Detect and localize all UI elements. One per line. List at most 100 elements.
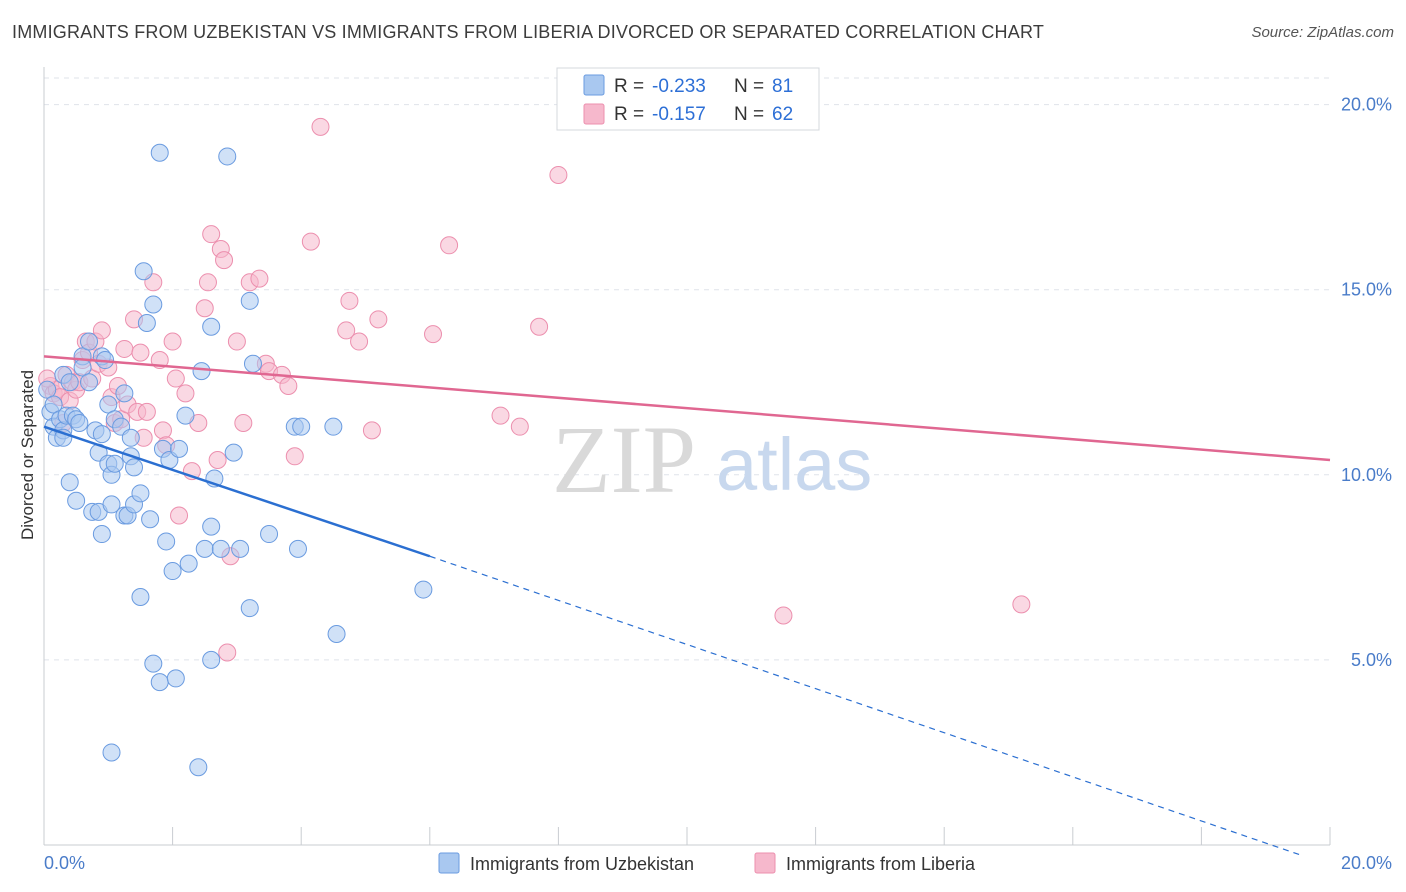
uzbekistan-point-27 xyxy=(99,395,118,414)
uzbekistan-point-58 xyxy=(189,758,208,777)
series-legend-swatch-uzbekistan xyxy=(438,852,460,874)
liberia-point-28 xyxy=(137,402,156,421)
series-legend-label-liberia: Immigrants from Liberia xyxy=(786,854,976,874)
uzbekistan-point-14 xyxy=(70,413,89,432)
liberia-point-33 xyxy=(163,332,182,351)
x-tick-labels: 0.0% 20.0% xyxy=(44,853,1392,873)
uzbekistan-point-10 xyxy=(60,473,79,492)
uzbekistan-point-9 xyxy=(60,373,79,392)
uzbekistan-point-51 xyxy=(157,532,176,551)
trend-lines xyxy=(43,355,1331,856)
uzbekistan-point-56 xyxy=(176,406,195,425)
uzbekistan-point-23 xyxy=(92,525,111,544)
legend-swatch-liberia xyxy=(583,103,605,125)
stats-legend: R = -0.233 N = 81 R = -0.157 N = 62 xyxy=(556,67,820,131)
uzbekistan-point-55 xyxy=(170,439,189,458)
chart-title: IMMIGRANTS FROM UZBEKISTAN VS IMMIGRANTS… xyxy=(12,22,1045,42)
liberia-point-36 xyxy=(176,384,195,403)
uzbekistan-point-32 xyxy=(105,454,124,473)
uzbekistan-point-54 xyxy=(166,669,185,688)
liberia-point-54 xyxy=(285,447,304,466)
y-tick-label-3: 20.0% xyxy=(1341,95,1392,115)
legend-r-label-uzbekistan: R = xyxy=(614,76,644,97)
liberia-point-49 xyxy=(250,269,269,288)
liberia-point-31 xyxy=(153,421,172,440)
series-uzbekistan-points xyxy=(38,143,433,777)
liberia-point-55 xyxy=(301,232,320,251)
uzbekistan-point-41 xyxy=(131,484,150,503)
liberia-point-67 xyxy=(549,165,568,184)
liberia-point-46 xyxy=(227,332,246,351)
uzbekistan-point-2 xyxy=(44,395,63,414)
uzbekistan-point-47 xyxy=(144,654,163,673)
uzbekistan-point-73 xyxy=(288,539,307,558)
liberia-point-26 xyxy=(131,343,150,362)
liberia-point-53 xyxy=(279,376,298,395)
liberia-point-59 xyxy=(350,332,369,351)
liberia-point-64 xyxy=(491,406,510,425)
liberia-point-35 xyxy=(170,506,189,525)
liberia-point-57 xyxy=(337,321,356,340)
uzbekistan-point-61 xyxy=(202,317,221,336)
uzbekistan-point-44 xyxy=(137,314,156,333)
uzbekistan-point-43 xyxy=(134,262,153,281)
gridlines xyxy=(44,77,1330,661)
series-legend-label-uzbekistan: Immigrants from Uzbekistan xyxy=(470,854,694,874)
liberia-point-22 xyxy=(115,339,134,358)
uzbekistan-point-63 xyxy=(202,650,221,669)
uzbekistan-point-80 xyxy=(240,291,259,310)
uzbekistan-point-71 xyxy=(260,525,279,544)
liberia-point-44 xyxy=(215,251,234,270)
uzbekistan-point-59 xyxy=(192,362,211,381)
uzbekistan-point-39 xyxy=(125,458,144,477)
liberia-point-47 xyxy=(234,413,253,432)
legend-n-value-liberia: 62 xyxy=(772,104,793,125)
legend-n-value-uzbekistan: 81 xyxy=(772,76,793,97)
uzbekistan-trend-extension xyxy=(429,555,1301,856)
liberia-point-62 xyxy=(424,325,443,344)
uzbekistan-point-69 xyxy=(240,599,259,618)
uzbekistan-point-65 xyxy=(211,539,230,558)
liberia-point-56 xyxy=(311,117,330,136)
legend-r-label-liberia: R = xyxy=(614,104,644,125)
liberia-point-60 xyxy=(362,421,381,440)
uzbekistan-point-49 xyxy=(150,143,169,162)
liberia-point-40 xyxy=(198,273,217,292)
legend-n-label-uzbekistan: N = xyxy=(734,76,764,97)
watermark-zip: ZIP xyxy=(552,406,696,513)
uzbekistan-point-67 xyxy=(224,443,243,462)
legend-r-value-liberia: -0.157 xyxy=(652,104,706,125)
uzbekistan-point-24 xyxy=(92,425,111,444)
axes xyxy=(43,67,1331,846)
liberia-point-58 xyxy=(340,291,359,310)
liberia-point-63 xyxy=(440,236,459,255)
uzbekistan-point-17 xyxy=(80,373,99,392)
x-tick-label-0: 0.0% xyxy=(44,853,85,873)
series-legend-swatch-liberia xyxy=(754,852,776,874)
uzbekistan-trend-line xyxy=(43,425,431,558)
liberia-point-39 xyxy=(195,299,214,318)
series-liberia-points xyxy=(38,117,1031,662)
liberia-point-42 xyxy=(208,451,227,469)
liberia-point-70 xyxy=(218,643,237,662)
legend-n-label-liberia: N = xyxy=(734,104,764,125)
uzbekistan-point-70 xyxy=(243,354,262,373)
watermark-atlas: atlas xyxy=(716,423,872,506)
uzbekistan-point-45 xyxy=(141,510,160,529)
source-credit: Source: ZipAtlas.com xyxy=(1251,24,1394,41)
uzbekistan-point-74 xyxy=(292,417,311,436)
uzbekistan-point-42 xyxy=(131,587,150,606)
uzbekistan-point-29 xyxy=(102,495,121,514)
liberia-trend-line xyxy=(43,355,1331,462)
liberia-point-66 xyxy=(530,317,549,336)
liberia-point-61 xyxy=(369,310,388,329)
y-tick-label-2: 15.0% xyxy=(1341,280,1392,300)
y-axis-label: Divorced or Separated xyxy=(18,370,37,540)
uzbekistan-point-57 xyxy=(179,554,198,573)
uzbekistan-point-18 xyxy=(80,332,99,351)
watermark: ZIP atlas xyxy=(552,406,872,513)
uzbekistan-point-68 xyxy=(231,539,250,558)
uzbekistan-point-78 xyxy=(102,743,121,762)
liberia-point-69 xyxy=(1012,595,1031,614)
